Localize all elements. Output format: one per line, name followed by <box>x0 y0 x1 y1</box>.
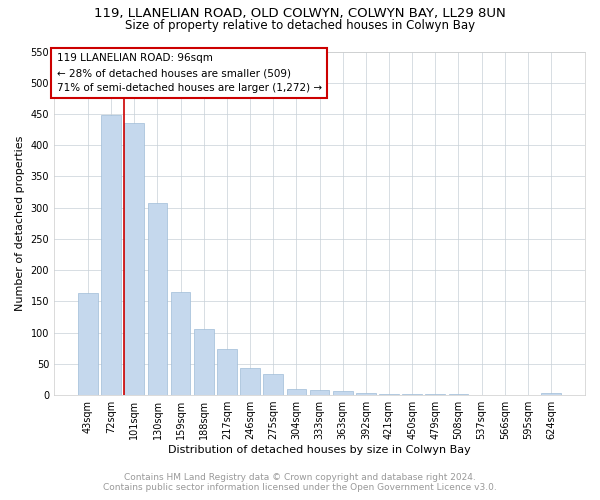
Bar <box>402 394 422 395</box>
Bar <box>148 204 167 395</box>
Bar <box>240 368 260 395</box>
Bar <box>194 330 214 395</box>
Bar <box>101 114 121 395</box>
Bar <box>263 374 283 395</box>
Bar <box>449 394 468 395</box>
Bar <box>124 124 144 395</box>
Text: 119 LLANELIAN ROAD: 96sqm
← 28% of detached houses are smaller (509)
71% of semi: 119 LLANELIAN ROAD: 96sqm ← 28% of detac… <box>56 53 322 93</box>
Bar <box>217 350 237 395</box>
Text: Contains HM Land Registry data © Crown copyright and database right 2024.
Contai: Contains HM Land Registry data © Crown c… <box>103 473 497 492</box>
Bar <box>310 390 329 395</box>
Bar <box>78 294 98 395</box>
Y-axis label: Number of detached properties: Number of detached properties <box>15 136 25 311</box>
Bar <box>379 394 399 395</box>
X-axis label: Distribution of detached houses by size in Colwyn Bay: Distribution of detached houses by size … <box>168 445 471 455</box>
Text: 119, LLANELIAN ROAD, OLD COLWYN, COLWYN BAY, LL29 8UN: 119, LLANELIAN ROAD, OLD COLWYN, COLWYN … <box>94 8 506 20</box>
Bar <box>356 392 376 395</box>
Bar <box>333 390 353 395</box>
Bar <box>425 394 445 395</box>
Bar <box>287 389 306 395</box>
Bar <box>541 393 561 395</box>
Bar <box>171 292 190 395</box>
Text: Size of property relative to detached houses in Colwyn Bay: Size of property relative to detached ho… <box>125 19 475 32</box>
